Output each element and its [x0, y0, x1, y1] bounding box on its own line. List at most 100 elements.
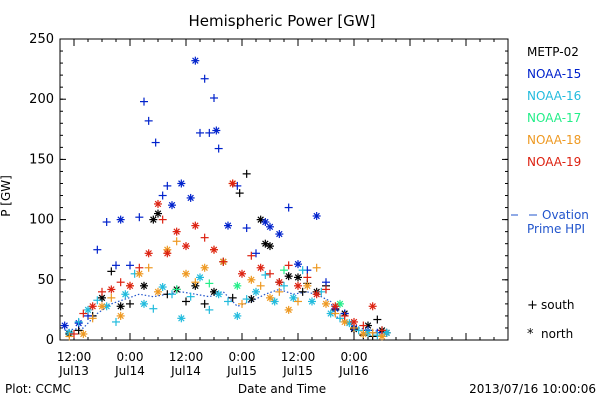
legend-entry: NOAA-15: [527, 67, 581, 81]
chart-title: Hemispheric Power [GW]: [189, 12, 376, 30]
north-point: [163, 249, 172, 258]
north-point: [359, 329, 368, 338]
north-point: [312, 211, 321, 220]
north-point: [331, 302, 340, 311]
north-point: [284, 305, 293, 314]
north-point: [294, 260, 302, 269]
south-point: [144, 263, 153, 272]
south-point: [200, 299, 209, 308]
north-point: [172, 227, 181, 236]
south-point: [298, 266, 307, 275]
south-point: [186, 292, 195, 301]
south-point: [322, 278, 330, 287]
south-point: [256, 281, 265, 290]
north-point: [144, 249, 153, 258]
ovation-line: [64, 288, 387, 334]
x-tick-time: 12:00: [57, 350, 92, 364]
north-point: [350, 317, 358, 326]
south-point: [70, 329, 78, 338]
south-point: [214, 144, 223, 153]
north-point: [88, 302, 97, 311]
north-point: [154, 199, 162, 208]
south-point: [116, 278, 125, 287]
y-tick-label: 50: [37, 273, 54, 288]
footer-credit: Plot: CCMC: [5, 382, 71, 396]
north-point: [224, 221, 232, 230]
north-point: [294, 281, 302, 290]
south-point: [74, 326, 83, 335]
south-point: [210, 93, 218, 102]
south-point: [158, 191, 167, 200]
south-point: [242, 224, 251, 233]
y-tick-label: 100: [29, 213, 54, 228]
south-point: [266, 269, 274, 278]
legend-entry: NOAA-16: [527, 89, 581, 103]
x-tick-date: Jul15: [226, 364, 257, 378]
north-point: [294, 273, 302, 282]
north-point: [266, 242, 274, 251]
south-point: [107, 293, 116, 302]
north-point: [116, 302, 125, 311]
north-point: [238, 269, 246, 278]
x-tick-date: Jul15: [282, 364, 313, 378]
north-point: [233, 281, 242, 290]
legend-entry: NOAA-18: [527, 133, 581, 147]
x-tick-date: Jul14: [170, 364, 201, 378]
north-point: [79, 329, 88, 338]
south-point: [200, 74, 209, 83]
y-tick-label: 250: [29, 32, 54, 47]
south-point: [312, 263, 321, 272]
south-point: [200, 233, 209, 242]
scatter-points: [60, 56, 391, 341]
south-point: [172, 285, 181, 294]
south-point: [93, 245, 102, 254]
south-point: [205, 279, 214, 288]
south-point: [298, 287, 307, 296]
south-point: [368, 328, 377, 337]
north-point: [322, 299, 330, 308]
south-point: [196, 128, 204, 137]
south-point: [93, 296, 102, 305]
south-point: [112, 261, 120, 270]
x-tick-time: 0:00: [341, 350, 368, 364]
north-point: [252, 287, 260, 296]
south-point: [98, 287, 106, 296]
north-point: [256, 263, 265, 272]
south-point: [331, 309, 340, 318]
north-point: [212, 126, 221, 135]
north-point: [98, 302, 106, 311]
north-point: [177, 179, 186, 188]
south-point: [336, 314, 344, 323]
south-point: [112, 317, 120, 326]
x-tick-date: Jul13: [58, 364, 89, 378]
south-point: [280, 281, 288, 290]
north-point: [98, 293, 106, 302]
north-point: [186, 193, 195, 202]
south-point: [102, 218, 111, 227]
ovation-legend-label: Ovation: [542, 208, 589, 222]
south-point: [378, 326, 386, 335]
south-point: [65, 332, 74, 341]
south-point: [149, 304, 158, 313]
north-point: [149, 215, 158, 224]
north-point: [140, 281, 148, 290]
north-point: [270, 297, 279, 306]
x-tick-date: Jul16: [338, 364, 369, 378]
south-point: [168, 290, 176, 299]
north-point: [107, 285, 116, 294]
legend-entry: NOAA-19: [527, 155, 581, 169]
north-point: [182, 242, 190, 251]
south-point: [359, 321, 368, 330]
south-point: [182, 297, 190, 306]
south-point: [322, 285, 330, 294]
north-point: [154, 209, 162, 218]
north-point: [214, 290, 223, 299]
north-point: [233, 311, 242, 320]
north-point: [266, 293, 274, 302]
south-point: [135, 213, 144, 222]
plot-frame: [59, 38, 509, 341]
south-point: [219, 257, 228, 266]
y-tick-label: 0: [46, 333, 54, 348]
marker-key-label: north: [541, 327, 573, 341]
south-point: [247, 251, 256, 260]
